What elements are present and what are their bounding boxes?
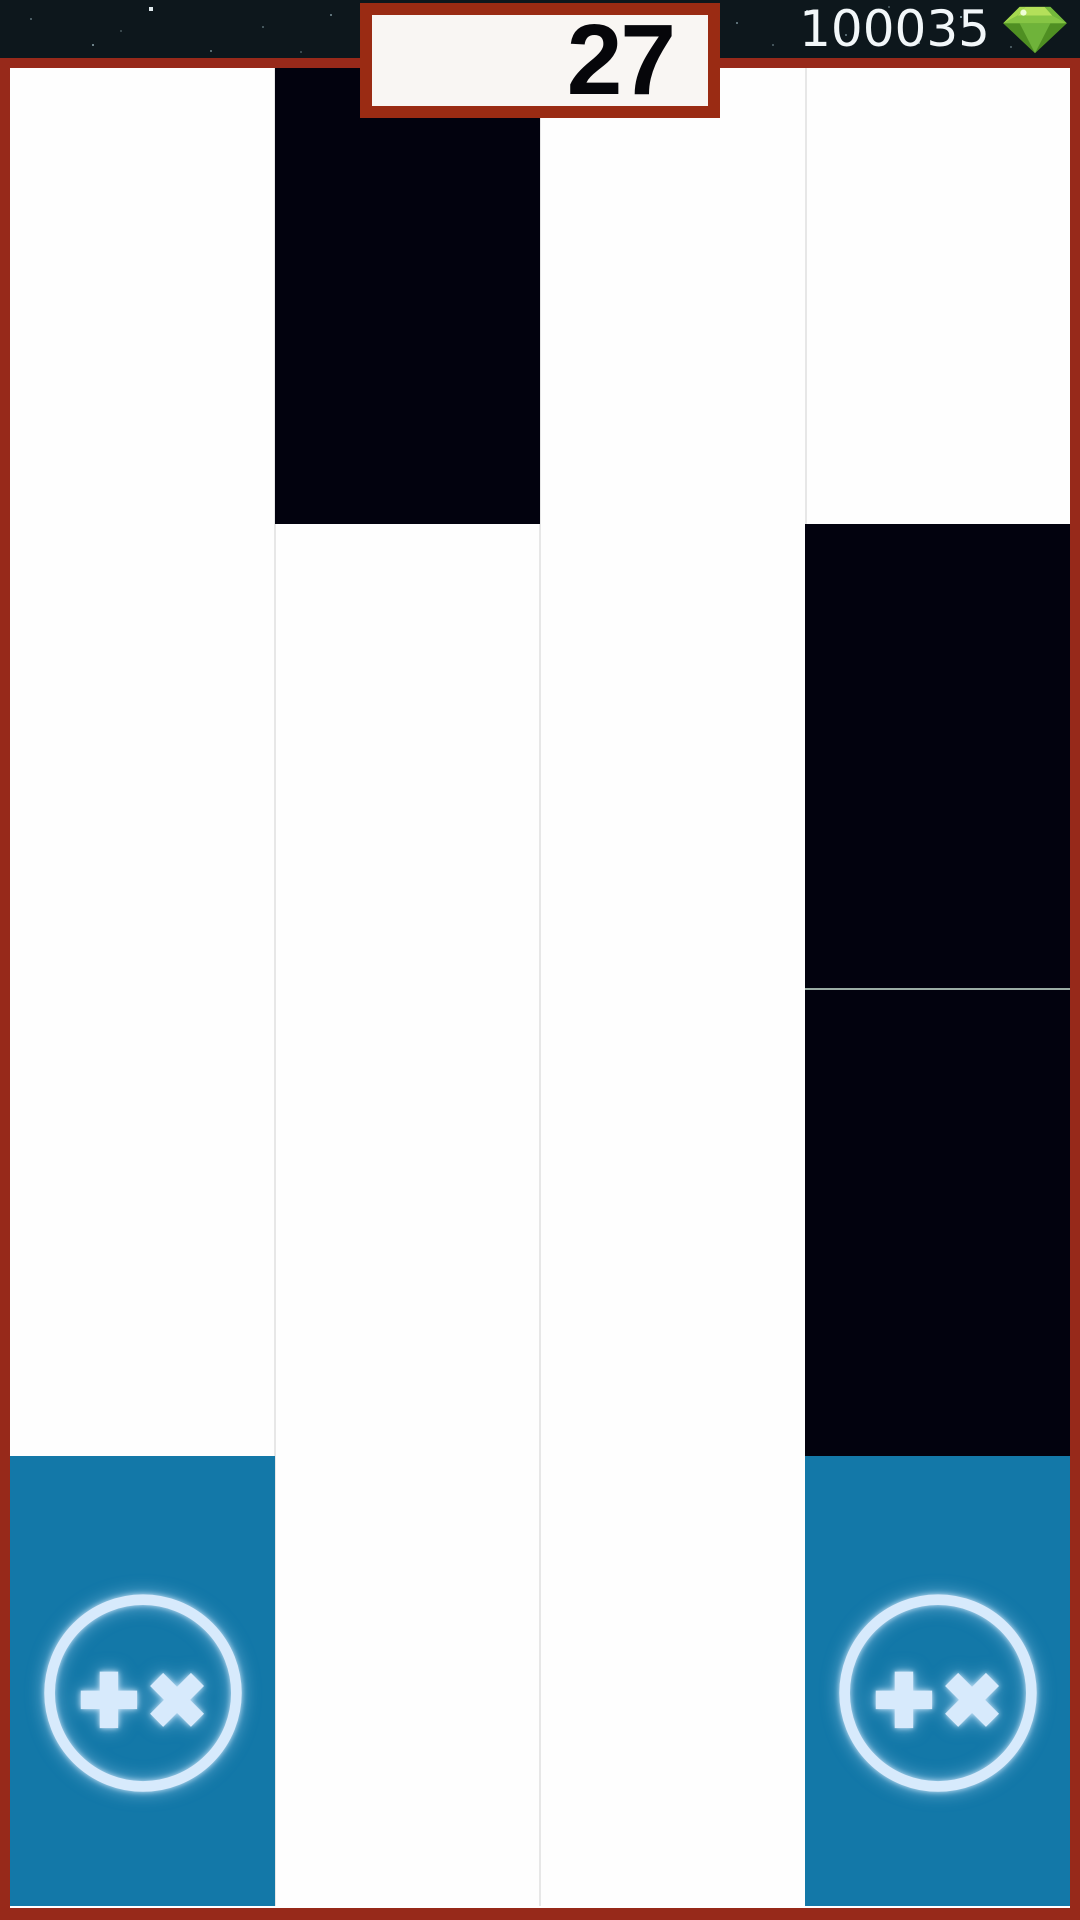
black-tile[interactable] — [275, 68, 540, 524]
score-box: 27 — [360, 3, 720, 118]
black-tile[interactable] — [805, 988, 1070, 1456]
gem-icon — [1003, 6, 1067, 54]
lane-3 — [541, 68, 807, 1906]
plus-times-icon — [838, 1594, 1037, 1792]
powerup-tile[interactable] — [10, 1456, 275, 1906]
black-tile[interactable] — [805, 524, 1070, 988]
score-value: 27 — [566, 4, 676, 116]
gem-counter: 100035 — [799, 0, 1080, 58]
starfield-background — [0, 0, 2, 2]
plus-times-icon — [43, 1594, 242, 1792]
powerup-tile[interactable] — [805, 1456, 1070, 1906]
playfield — [0, 58, 1080, 1920]
tiles-layer — [10, 68, 1070, 1906]
gem-count-value: 100035 — [799, 0, 990, 58]
